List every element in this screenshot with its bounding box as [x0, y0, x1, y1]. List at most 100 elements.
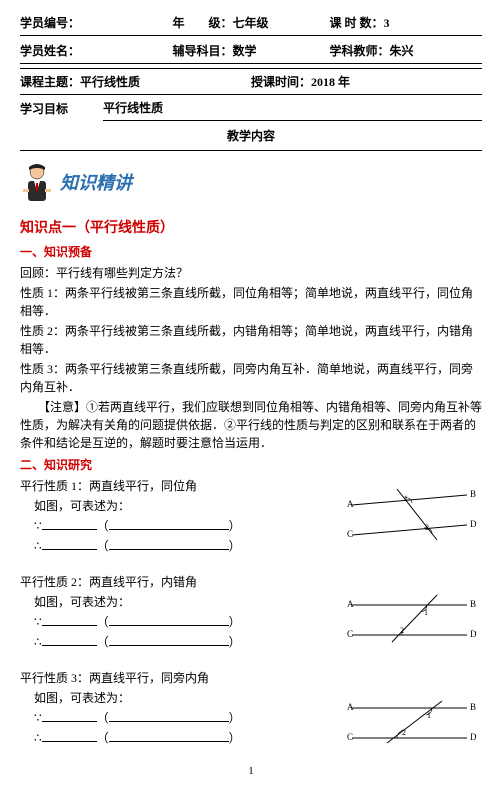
- q3-because: ∵ （ ）: [34, 709, 310, 727]
- topic-value: 平行线性质: [80, 75, 140, 89]
- q1-line2: 如图，可表述为：: [34, 497, 310, 515]
- svg-text:D: D: [470, 519, 477, 529]
- paren: ）: [229, 615, 241, 629]
- because-symbol: ∵: [34, 615, 42, 629]
- fill-blank: [109, 614, 229, 626]
- q2-line2: 如图，可表述为：: [34, 593, 310, 611]
- paren: ）: [229, 635, 241, 649]
- teacher-cell: 学科教师：朱兴: [330, 38, 482, 64]
- q2-because: ∵ （ ）: [34, 613, 310, 631]
- q2-text: 平行性质 2：两直线平行，内错角: [20, 575, 197, 589]
- fill-blank: [42, 518, 97, 530]
- fill-blank: [109, 710, 229, 722]
- paren: （: [97, 635, 109, 649]
- paren: （: [97, 615, 109, 629]
- svg-text:C: C: [347, 732, 353, 742]
- topic-label: 课程主题：: [20, 75, 80, 89]
- fill-blank: [42, 710, 97, 722]
- knowledge-point-title: 知识点一（平行线性质）: [20, 217, 482, 237]
- q2-line1: 平行性质 2：两直线平行，内错角: [20, 573, 310, 591]
- topic-row: 课程主题：平行线性质 授课时间：2018 年: [20, 69, 482, 95]
- because-symbol: ∵: [34, 519, 42, 533]
- svg-text:2: 2: [402, 728, 406, 737]
- fill-blank: [42, 634, 97, 646]
- goal-row: 学习目标 平行线性质: [20, 95, 482, 121]
- paren: ）: [229, 731, 241, 745]
- paren: （: [97, 539, 109, 553]
- figure-3: A B C D 1 2: [342, 695, 482, 754]
- grade-label: 年 级：: [172, 16, 232, 30]
- grade-cell: 年 级：七年级: [172, 10, 329, 36]
- prep-title: 一、知识预备: [20, 243, 482, 260]
- goal-value: 平行线性质: [103, 95, 482, 121]
- q1-because: ∵ （ ）: [34, 517, 310, 535]
- time-cell: 授课时间：2018 年: [251, 69, 482, 95]
- page-number: 1: [20, 765, 482, 777]
- fill-blank: [42, 538, 97, 550]
- fill-blank: [109, 634, 229, 646]
- svg-text:B: B: [470, 702, 476, 712]
- student-name-label: 学员姓名：: [20, 38, 172, 64]
- callout-label: 知识精讲: [60, 169, 132, 195]
- q1-text: 平行性质 1：两直线平行，同位角: [20, 479, 197, 493]
- because-symbol: ∵: [34, 711, 42, 725]
- therefore-symbol: ∴: [34, 731, 42, 745]
- subject-cell: 辅导科目：数学: [172, 38, 329, 64]
- research-block: A B C D 1 2 A B C D 1 2: [20, 477, 482, 747]
- svg-text:C: C: [347, 629, 353, 639]
- figure-2: A B C D 1 2: [342, 592, 482, 651]
- hours-label: 课 时 数：: [330, 16, 384, 30]
- goal-label: 学习目标: [20, 95, 103, 121]
- teacher-value: 朱兴: [390, 44, 414, 58]
- hours-cell: 课 时 数：3: [330, 10, 482, 36]
- figure-1: A B C D 1 2: [342, 487, 482, 546]
- section-title: 教学内容: [20, 121, 482, 151]
- fill-blank: [109, 730, 229, 742]
- svg-text:A: A: [347, 499, 354, 509]
- student-id-label: 学员编号：: [20, 10, 172, 36]
- callout-row: 知识精讲: [20, 161, 482, 203]
- property-1: 性质 1：两条平行线被第三条直线所截，同位角相等；简单地说，两直线平行，同位角相…: [20, 284, 482, 320]
- q1-line1: 平行性质 1：两直线平行，同位角: [20, 477, 310, 495]
- header-row-1: 学员编号： 年 级：七年级 课 时 数：3: [20, 10, 482, 36]
- header-row-2: 学员姓名： 辅导科目：数学 学科教师：朱兴: [20, 38, 482, 64]
- fill-blank: [42, 614, 97, 626]
- hours-value: 3: [384, 16, 390, 30]
- fill-blank: [42, 730, 97, 742]
- note-paragraph: 【注意】①若两直线平行，我们应联想到同位角相等、内错角相等、同旁内角互补等性质，…: [20, 398, 482, 452]
- property-2: 性质 2：两条平行线被第三条直线所截，内错角相等；简单地说，两直线平行，内错角相…: [20, 322, 482, 358]
- property-3: 性质 3：两条平行线被第三条直线所截，同旁内角互补．简单地说，两直线平行，同旁内…: [20, 360, 482, 396]
- paren: ）: [229, 711, 241, 725]
- time-value: 2018 年: [311, 75, 350, 89]
- fill-blank: [109, 518, 229, 530]
- subject-value: 数学: [232, 44, 256, 58]
- therefore-symbol: ∴: [34, 539, 42, 553]
- svg-text:A: A: [347, 599, 354, 609]
- review-line: 回顾：平行线有哪些判定方法？: [20, 264, 482, 282]
- teacher-label: 学科教师：: [330, 44, 390, 58]
- q3-line2: 如图，可表述为：: [34, 689, 310, 707]
- paren: （: [97, 519, 109, 533]
- teacher-avatar-icon: [20, 161, 54, 203]
- svg-text:1: 1: [404, 494, 408, 503]
- svg-text:C: C: [347, 529, 353, 539]
- research-title: 二、知识研究: [20, 456, 482, 473]
- svg-text:D: D: [470, 732, 477, 742]
- q3-text: 平行性质 3：两直线平行，同旁内角: [20, 671, 209, 685]
- q3-therefore: ∴ （ ）: [34, 729, 310, 747]
- paren: ）: [229, 519, 241, 533]
- therefore-symbol: ∴: [34, 635, 42, 649]
- fill-blank: [109, 538, 229, 550]
- topic-cell: 课程主题：平行线性质: [20, 69, 251, 95]
- svg-text:B: B: [470, 489, 476, 499]
- subject-label: 辅导科目：: [172, 44, 232, 58]
- q2-therefore: ∴ （ ）: [34, 633, 310, 651]
- paren: （: [97, 731, 109, 745]
- svg-text:B: B: [470, 599, 476, 609]
- svg-text:D: D: [470, 629, 477, 639]
- paren: （: [97, 711, 109, 725]
- q3-line1: 平行性质 3：两直线平行，同旁内角: [20, 669, 310, 687]
- q1-therefore: ∴（）: [34, 537, 310, 555]
- svg-text:A: A: [347, 702, 354, 712]
- grade-value: 七年级: [232, 16, 268, 30]
